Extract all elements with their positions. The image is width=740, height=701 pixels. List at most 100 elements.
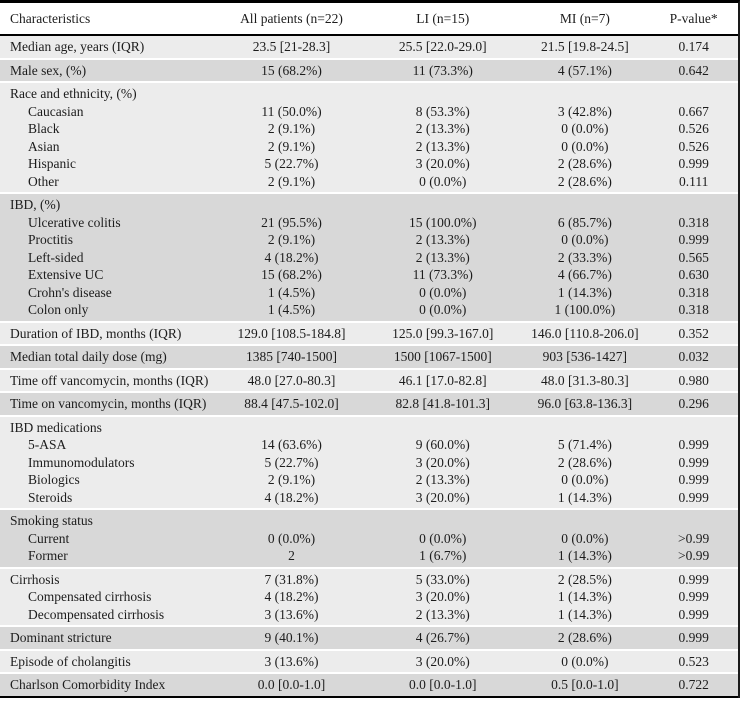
row-value: 7 (31.8%) — [264, 571, 319, 587]
table-row: Caucasian 11 (50.0%) 8 (53.3%) 3 (42.8%) 0.6… — [0, 103, 738, 121]
row-value: 4 (57.1%) — [557, 62, 612, 78]
row-value: 3 (20.0%) — [415, 156, 470, 171]
row-label: Decompensated cirrhosis — [28, 606, 165, 622]
table-header: Characteristics All patients (n=22) LI (… — [0, 3, 738, 36]
row-value: >0.99 — [678, 530, 710, 546]
header-row: Characteristics All patients (n=22) LI (… — [0, 3, 738, 34]
row-value: 2 (13.3%) — [415, 472, 470, 487]
row-block: Charlson Comorbidity Index 0.0 [0.0-1.0] 0… — [0, 674, 738, 696]
row-value: 21.5 [19.8-24.5] — [540, 39, 629, 54]
row-value: 9 (60.0%) — [415, 437, 470, 452]
row-value: 1 (100.0%) — [554, 302, 616, 317]
row-value: 11 (50.0%) — [261, 103, 322, 119]
row-value: 2 (9.1%) — [267, 173, 316, 189]
table-row: Asian 2 (9.1%) 2 (13.3%) 0 (0.0%) 0.526 — [0, 138, 738, 156]
row-value: 15 (100.0%) — [409, 214, 477, 230]
row-value: 0.999 — [678, 454, 709, 470]
row-block: Median age, years (IQR) 23.5 [21-28.3] 25.… — [0, 36, 738, 58]
row-value: 0.642 — [678, 62, 709, 78]
table-row: Duration of IBD, months (IQR) 129.0 [108.… — [0, 325, 738, 343]
row-value: 2 (28.6%) — [557, 156, 612, 171]
row-label: Steroids — [28, 489, 73, 505]
row-value: 5 (33.0%) — [415, 571, 470, 587]
row-value: 0.318 — [678, 302, 709, 317]
row-value: 0 (0.0%) — [419, 284, 467, 300]
row-value: 1 (14.3%) — [557, 606, 612, 622]
row-value: 3 (42.8%) — [557, 103, 612, 119]
row-value: 1500 [1067-1500] — [393, 349, 492, 364]
row-block: Time off vancomycin, months (IQR) 48.0 [2… — [0, 369, 738, 391]
row-value: 11 (73.3%) — [412, 62, 473, 78]
row-value: 3 (20.0%) — [415, 489, 470, 505]
row-value: 2 (9.1%) — [267, 472, 316, 487]
row-value: 129.0 [108.5-184.8] — [237, 325, 346, 341]
table-row: 5-ASA 14 (63.6%) 9 (60.0%) 5 (71.4%) 0.999 — [0, 436, 738, 454]
table-row: Decompensated cirrhosis 3 (13.6%) 2 (13.3%… — [0, 606, 738, 624]
row-value: 2 (28.6%) — [557, 454, 612, 470]
row-value: 15 (68.2%) — [261, 62, 322, 78]
table-row: Ulcerative colitis 21 (95.5%) 15 (100.0%) 6… — [0, 214, 738, 232]
row-value: 0 (0.0%) — [419, 173, 467, 189]
row-label: Current — [28, 530, 70, 546]
row-value: 23.5 [21-28.3] — [252, 39, 331, 54]
row-value: 21 (95.5%) — [261, 214, 322, 230]
row-label: Proctitis — [28, 232, 74, 247]
row-block: Male sex, (%) 15 (68.2%) 11 (73.3%) 4 (57.1… — [0, 59, 738, 81]
row-value: 0.296 — [678, 396, 709, 411]
table-row: Smoking status — [0, 512, 738, 530]
row-block: Duration of IBD, months (IQR) 129.0 [108.… — [0, 322, 738, 344]
row-value: 0.999 — [678, 571, 709, 587]
row-value: 88.4 [47.5-102.0] — [244, 396, 339, 411]
row-label: Charlson Comorbidity Index — [10, 677, 166, 692]
table-row: Median total daily dose (mg) 1385 [740-15… — [0, 348, 738, 366]
row-value: 1 (14.3%) — [557, 284, 612, 300]
table-row: Proctitis 2 (9.1%) 2 (13.3%) 0 (0.0%) 0.999 — [0, 231, 738, 249]
row-value: 0.111 — [678, 173, 709, 189]
table-row: Male sex, (%) 15 (68.2%) 11 (73.3%) 4 (57.1… — [0, 62, 738, 80]
row-value: 0.0 [0.0-1.0] — [257, 677, 326, 692]
table-row: Crohn's disease 1 (4.5%) 0 (0.0%) 1 (14.3%)… — [0, 284, 738, 302]
row-value: 96.0 [63.8-136.3] — [537, 396, 633, 411]
row-block: IBD medications 5-ASA 14 (63.6%) 9 (60.0%) 5… — [0, 416, 738, 508]
row-value: 0 (0.0%) — [419, 530, 467, 546]
row-value: 0.999 — [678, 489, 709, 505]
row-value: 14 (63.6%) — [261, 437, 322, 452]
row-value: 5 (22.7%) — [264, 156, 319, 171]
row-value: 0.565 — [678, 249, 709, 265]
row-value: 0 (0.0%) — [419, 302, 467, 317]
row-label: Dominant stricture — [10, 630, 112, 645]
row-value: 2 (13.3%) — [415, 138, 470, 154]
row-value: 0.174 — [678, 39, 709, 54]
row-value: 0.667 — [678, 103, 709, 119]
table-row: Left-sided 4 (18.2%) 2 (13.3%) 2 (33.3%) 0.5… — [0, 249, 738, 267]
row-value: 0.999 — [678, 630, 709, 645]
row-label: Compensated cirrhosis — [28, 589, 152, 604]
row-value: 2 (33.3%) — [557, 249, 612, 265]
row-value: 2 (9.1%) — [267, 121, 316, 136]
row-value: 4 (26.7%) — [415, 630, 470, 645]
row-value: 2 (9.1%) — [267, 138, 316, 154]
row-label: Median age, years (IQR) — [10, 39, 145, 54]
row-value: 2 (9.1%) — [267, 232, 316, 247]
row-value: 0.352 — [678, 325, 709, 341]
table-row: Episode of cholangitis 3 (13.6%) 3 (20.0%)… — [0, 653, 738, 671]
row-value: 0.722 — [678, 677, 709, 692]
table-row: Other 2 (9.1%) 0 (0.0%) 2 (28.6%) 0.111 — [0, 173, 738, 191]
row-value: 0.999 — [678, 472, 709, 487]
table-row: Dominant stricture 9 (40.1%) 4 (26.7%) 2 (2… — [0, 629, 738, 647]
row-value: 0 (0.0%) — [267, 530, 316, 546]
table-row: Former 2 1 (6.7%) 1 (14.3%) >0.99 — [0, 547, 738, 565]
row-label: IBD medications — [10, 419, 102, 435]
table-row: Race and ethnicity, (%) — [0, 85, 738, 103]
col-header-pvalue: P-value* — [669, 10, 718, 26]
table-row: Hispanic 5 (22.7%) 3 (20.0%) 2 (28.6%) 0.999 — [0, 155, 738, 173]
row-label: Extensive UC — [28, 267, 104, 282]
col-header-all-patients: All patients (n=22) — [240, 10, 343, 26]
table-row: Biologics 2 (9.1%) 2 (13.3%) 0 (0.0%) 0.999 — [0, 471, 738, 489]
row-value: 0 (0.0%) — [561, 232, 609, 247]
row-value: 48.0 [31.3-80.3] — [540, 372, 629, 388]
row-value: 146.0 [110.8-206.0] — [531, 325, 639, 341]
row-value: 2 (13.3%) — [415, 606, 470, 622]
row-label: Duration of IBD, months (IQR) — [10, 325, 182, 341]
